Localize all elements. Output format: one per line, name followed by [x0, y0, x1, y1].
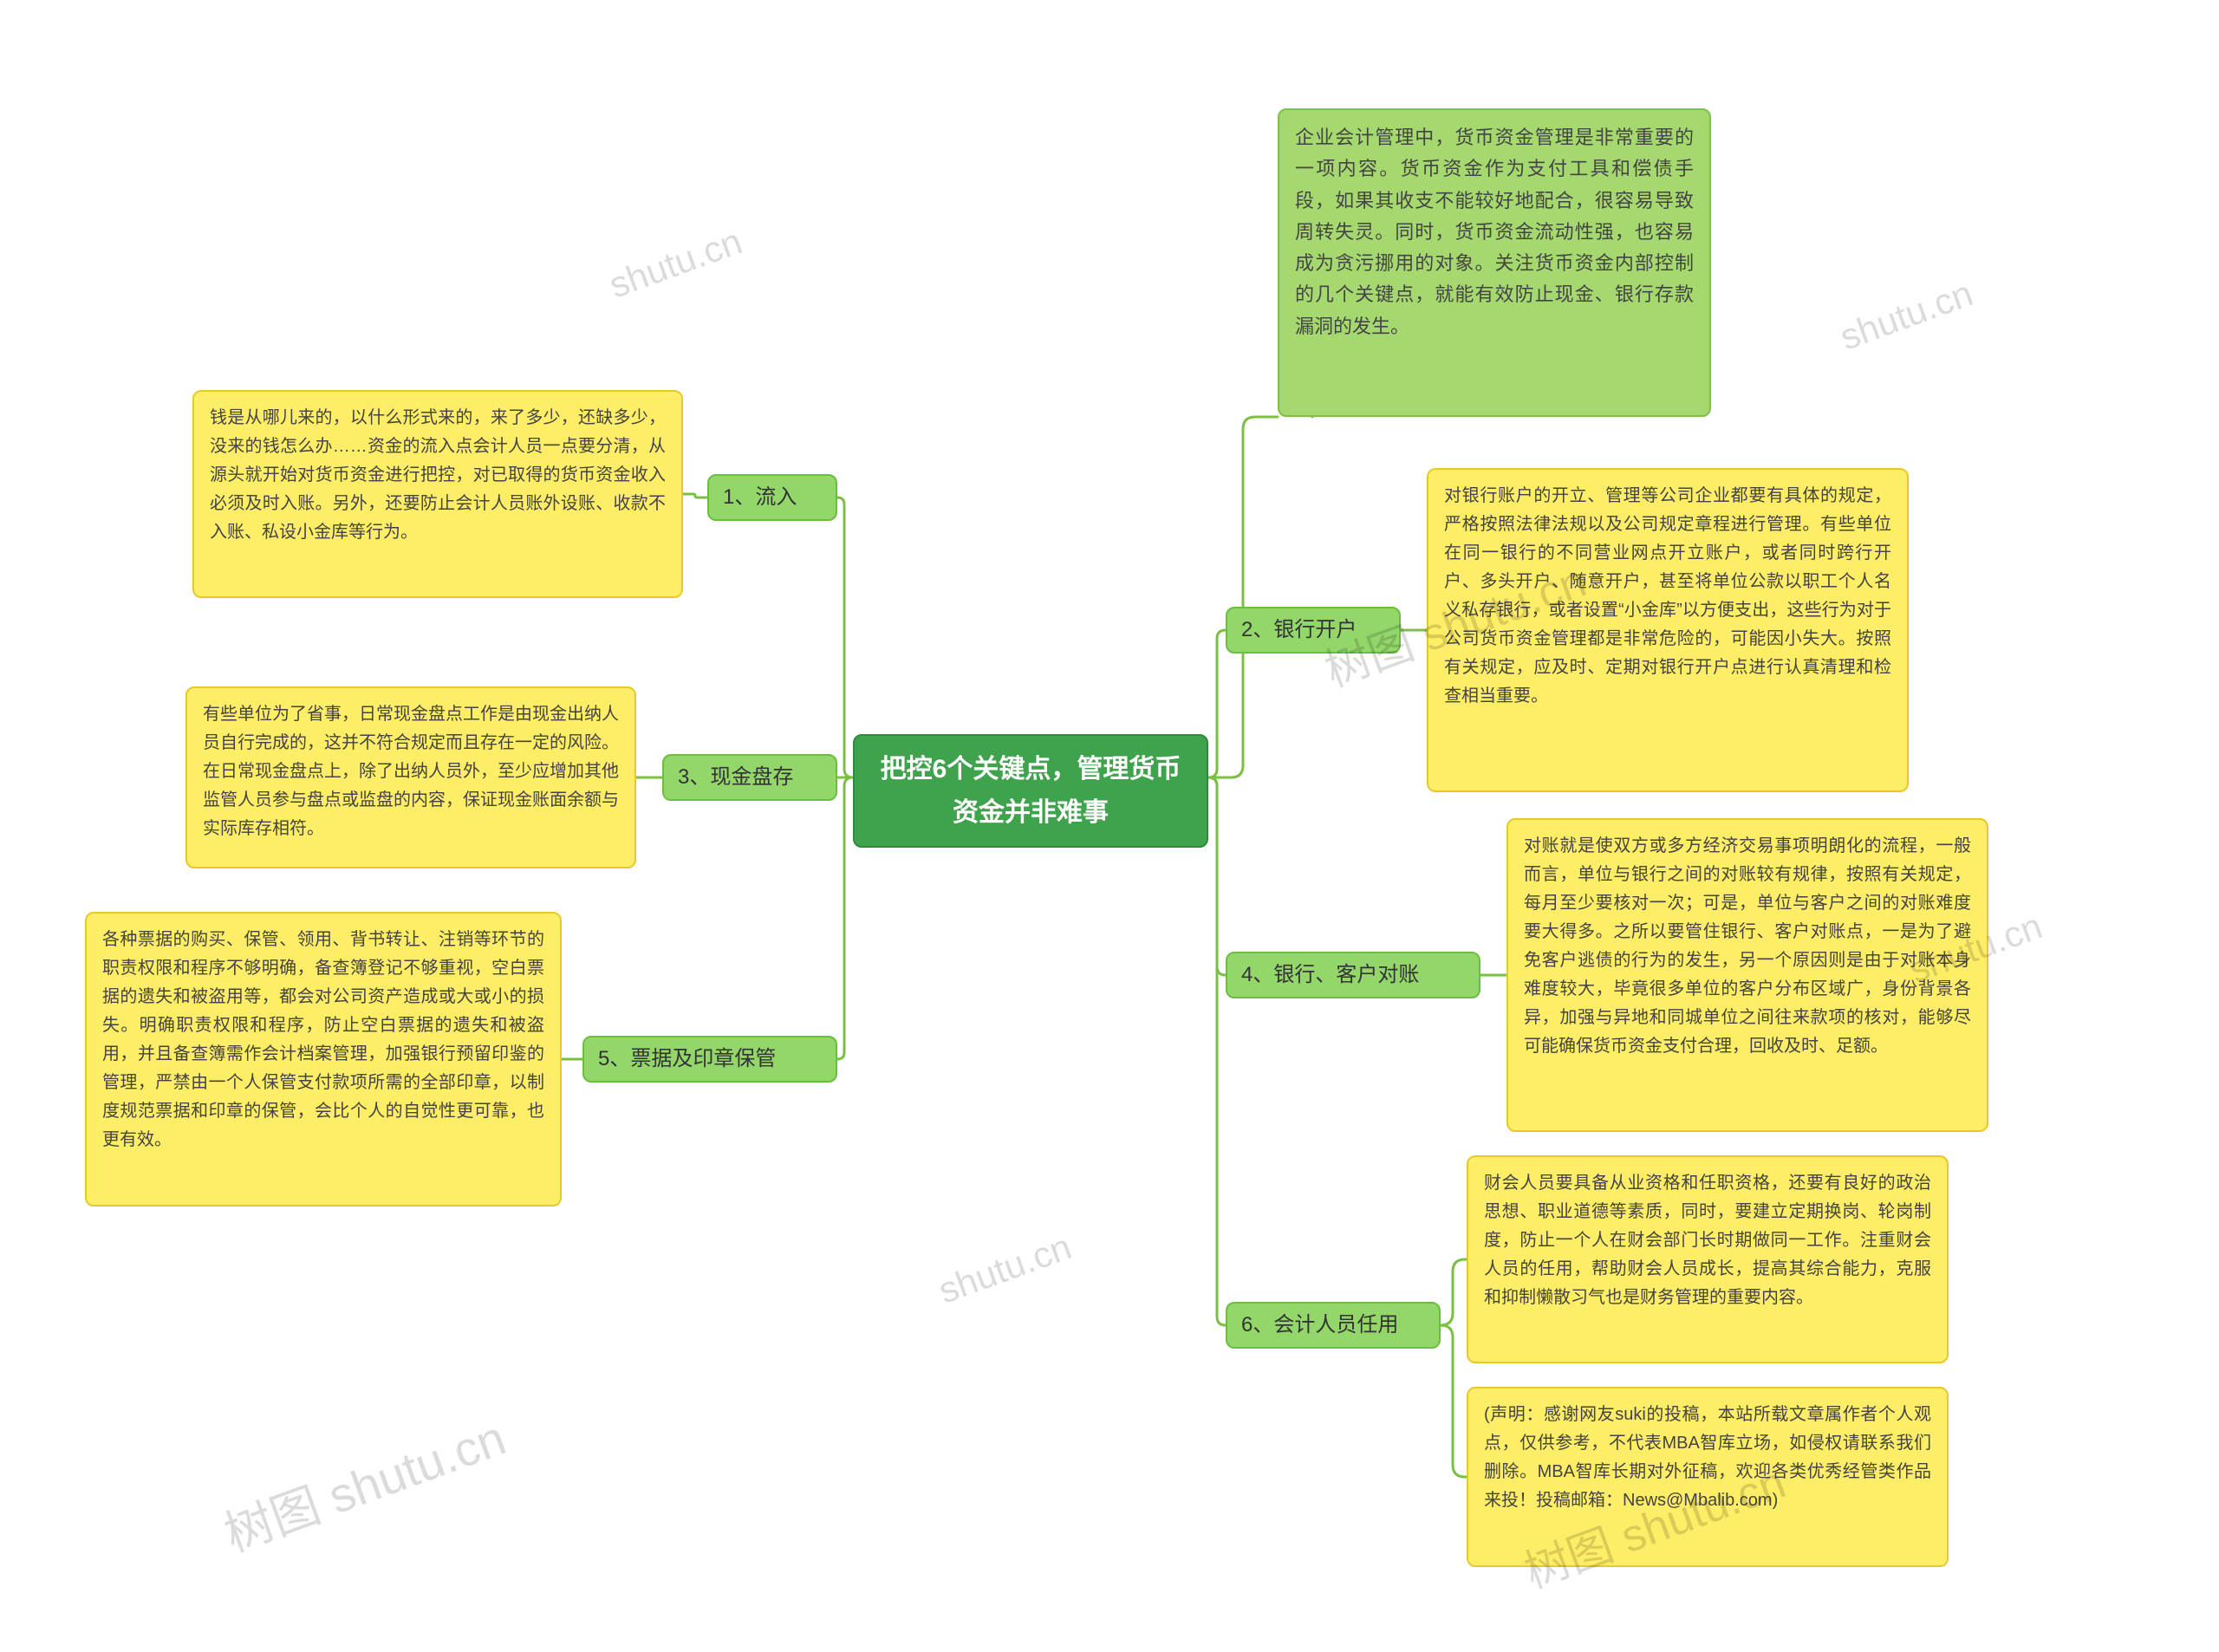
- branch-5-bills-seals: 5、票据及印章保管: [582, 1036, 837, 1083]
- leaf-node-bills-seals: 各种票据的购买、保管、领用、背书转让、注销等环节的职责权限和程序不够明确，备查簿…: [85, 912, 562, 1206]
- watermark: shutu.cn: [934, 1226, 1077, 1311]
- watermark: 树图 shutu.cn: [213, 1399, 514, 1565]
- leaf-node-staff-2: (声明：感谢网友suki的投稿，本站所载文章属作者个人观点，仅供参考，不代表MB…: [1467, 1387, 1949, 1567]
- branch-6-staff: 6、会计人员任用: [1226, 1302, 1441, 1349]
- branch-3-cash-count: 3、现金盘存: [662, 754, 837, 801]
- branch-4-reconcile: 4、银行、客户对账: [1226, 952, 1480, 998]
- mindmap-center: 把控6个关键点，管理货币资金并非难事: [853, 734, 1208, 848]
- leaf-node-staff-1: 财会人员要具备从业资格和任职资格，还要有良好的政治思想、职业道德等素质，同时，要…: [1467, 1155, 1949, 1363]
- leaf-node-inflow: 钱是从哪儿来的，以什么形式来的，来了多少，还缺多少，没来的钱怎么办……资金的流入…: [192, 390, 683, 598]
- leaf-node-bank-account: 对银行账户的开立、管理等公司企业都要有具体的规定，严格按照法律法规以及公司规定章…: [1427, 468, 1909, 792]
- intro-text: 企业会计管理中，货币资金管理是非常重要的一项内容。货币资金作为支付工具和偿债手段…: [1278, 108, 1711, 417]
- watermark: shutu.cn: [604, 220, 748, 306]
- watermark: shutu.cn: [1835, 272, 1979, 358]
- leaf-node-cash-count: 有些单位为了省事，日常现金盘点工作是由现金出纳人员自行完成的，这并不符合规定而且…: [185, 686, 636, 868]
- leaf-node-reconcile: 对账就是使双方或多方经济交易事项明朗化的流程，一般而言，单位与银行之间的对账较有…: [1506, 818, 1988, 1132]
- branch-2-bank-account: 2、银行开户: [1226, 607, 1401, 654]
- branch-1-inflow: 1、流入: [707, 474, 837, 521]
